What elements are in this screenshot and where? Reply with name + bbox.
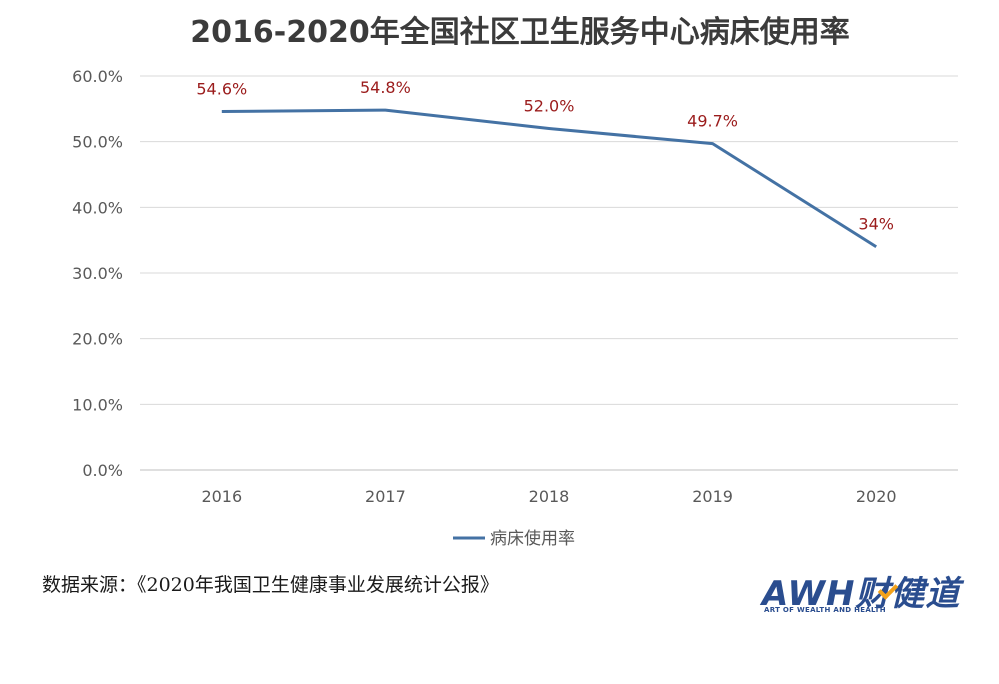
data-labels: 54.6% 54.8% 52.0% 49.7% 34%: [196, 78, 894, 234]
y-tick-label: 30.0%: [72, 264, 123, 283]
x-tick-label: 2017: [365, 487, 406, 506]
series-layer: [221, 108, 877, 249]
data-label: 34%: [858, 215, 894, 234]
data-label: 52.0%: [524, 97, 575, 116]
y-axis-ticks: 0.0% 10.0% 20.0% 30.0% 40.0% 50.0% 60.0%: [72, 67, 123, 480]
legend[interactable]: 病床使用率: [453, 528, 575, 549]
logo-tagline: ART OF WEALTH AND HEALTH: [764, 606, 886, 614]
x-tick-label: 2020: [856, 487, 897, 506]
x-tick-label: 2016: [201, 487, 242, 506]
gridlines: [140, 75, 958, 471]
data-label: 54.6%: [196, 79, 247, 98]
source-note: 数据来源：《2020年我国卫生健康事业发展统计公报》: [42, 574, 499, 596]
series-line: [221, 108, 877, 249]
y-tick-label: 0.0%: [82, 461, 123, 480]
y-tick-label: 40.0%: [72, 198, 123, 217]
y-tick-label: 60.0%: [72, 67, 123, 86]
brand-logo: AWH财健道 ART OF WEALTH AND HEALTH: [762, 566, 967, 618]
y-tick-label: 50.0%: [72, 133, 123, 152]
chart-title: 2016-2020年全国社区卫生服务中心病床使用率: [190, 15, 849, 50]
x-tick-label: 2019: [692, 487, 733, 506]
x-tick-label: 2018: [529, 487, 570, 506]
data-label: 54.8%: [360, 78, 411, 97]
x-axis-ticks: 2016 2017 2018 2019 2020: [201, 487, 896, 506]
legend-label: 病床使用率: [490, 528, 575, 549]
y-tick-label: 20.0%: [72, 330, 123, 349]
y-tick-label: 10.0%: [72, 395, 123, 414]
line-chart: 2016-2020年全国社区卫生服务中心病床使用率 0.0% 10.0% 20.0%…: [72, 15, 958, 549]
data-label: 49.7%: [687, 112, 738, 131]
logo-wordmark: AWH财健道: [762, 574, 961, 614]
